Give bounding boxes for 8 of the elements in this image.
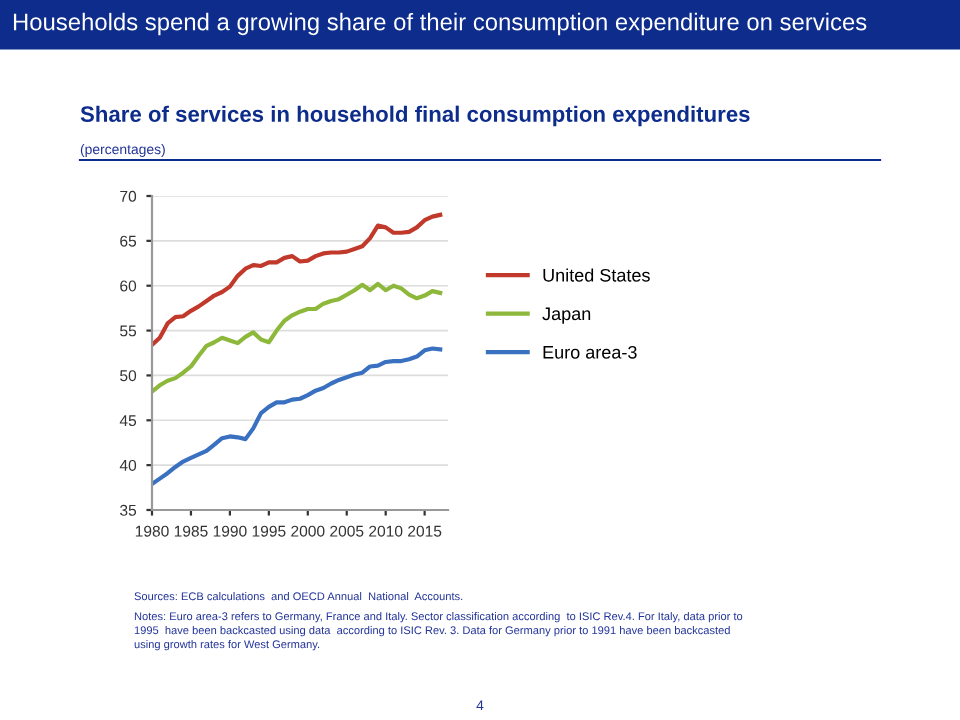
chart-title: Households spend a growing share of their consumption expenditure on services bbox=[13, 12, 867, 36]
legend-label: United States bbox=[543, 268, 650, 282]
legend-label: Euro area-3 bbox=[543, 345, 637, 359]
line-series bbox=[152, 281, 443, 394]
line-series bbox=[152, 212, 443, 348]
chart-subtitle: Share of services in household final consumption expenditures bbox=[80, 105, 750, 127]
line-series bbox=[152, 346, 443, 487]
legend-label: Japan bbox=[542, 307, 591, 324]
